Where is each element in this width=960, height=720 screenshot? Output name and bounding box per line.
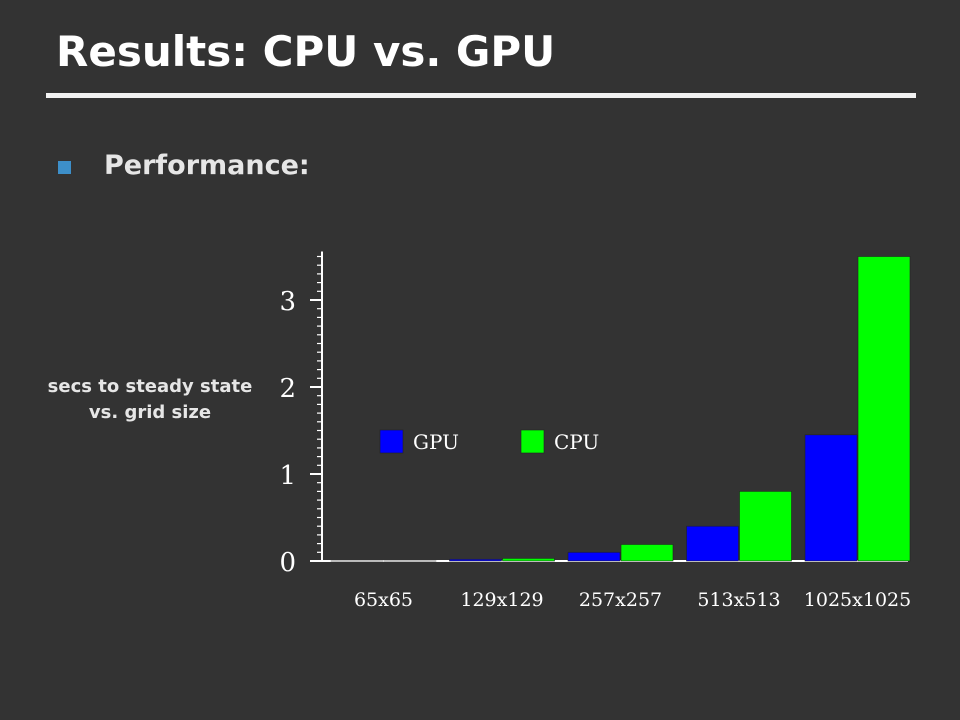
y-tick-label: 1 (279, 461, 296, 491)
bar-cpu-1025x1025 (857, 256, 911, 562)
bar-cpu-257x257 (620, 544, 674, 562)
bar-cpu-129x129 (502, 558, 555, 562)
bullet-square-icon (58, 161, 71, 174)
y-tick-label: 0 (279, 548, 296, 578)
legend-label-cpu: CPU (554, 430, 599, 454)
legend-swatch-gpu (379, 429, 404, 454)
slide-title: Results: CPU vs. GPU (56, 27, 556, 76)
bar-chart: 0 1 2 3 65x65 129x129 257x257 513x513 1025x1025 G… (279, 251, 911, 611)
legend-label-gpu: GPU (413, 430, 459, 454)
x-tick-label: 65x65 (354, 589, 413, 611)
bullet-performance: Performance: (104, 150, 310, 181)
x-tick-label: 513x513 (697, 589, 780, 611)
chart-caption-line1: secs to steady state (47, 376, 253, 397)
legend-swatch-cpu (520, 429, 545, 454)
title-divider (46, 93, 916, 98)
y-tick-label: 2 (279, 374, 296, 404)
bar-gpu-513x513 (686, 525, 739, 562)
bar-gpu-1025x1025 (804, 434, 858, 562)
bar-gpu-129x129 (449, 558, 502, 562)
chart-caption-line2: vs. grid size (88, 402, 212, 423)
bar-cpu-513x513 (739, 491, 792, 562)
chart-caption: secs to steady state vs. grid size (30, 374, 270, 426)
bar-gpu-257x257 (567, 551, 621, 562)
y-tick-label: 3 (279, 287, 296, 317)
x-tick-label: 129x129 (460, 589, 543, 611)
x-tick-label: 257x257 (579, 589, 662, 611)
x-tick-label: 1025x1025 (804, 589, 911, 611)
